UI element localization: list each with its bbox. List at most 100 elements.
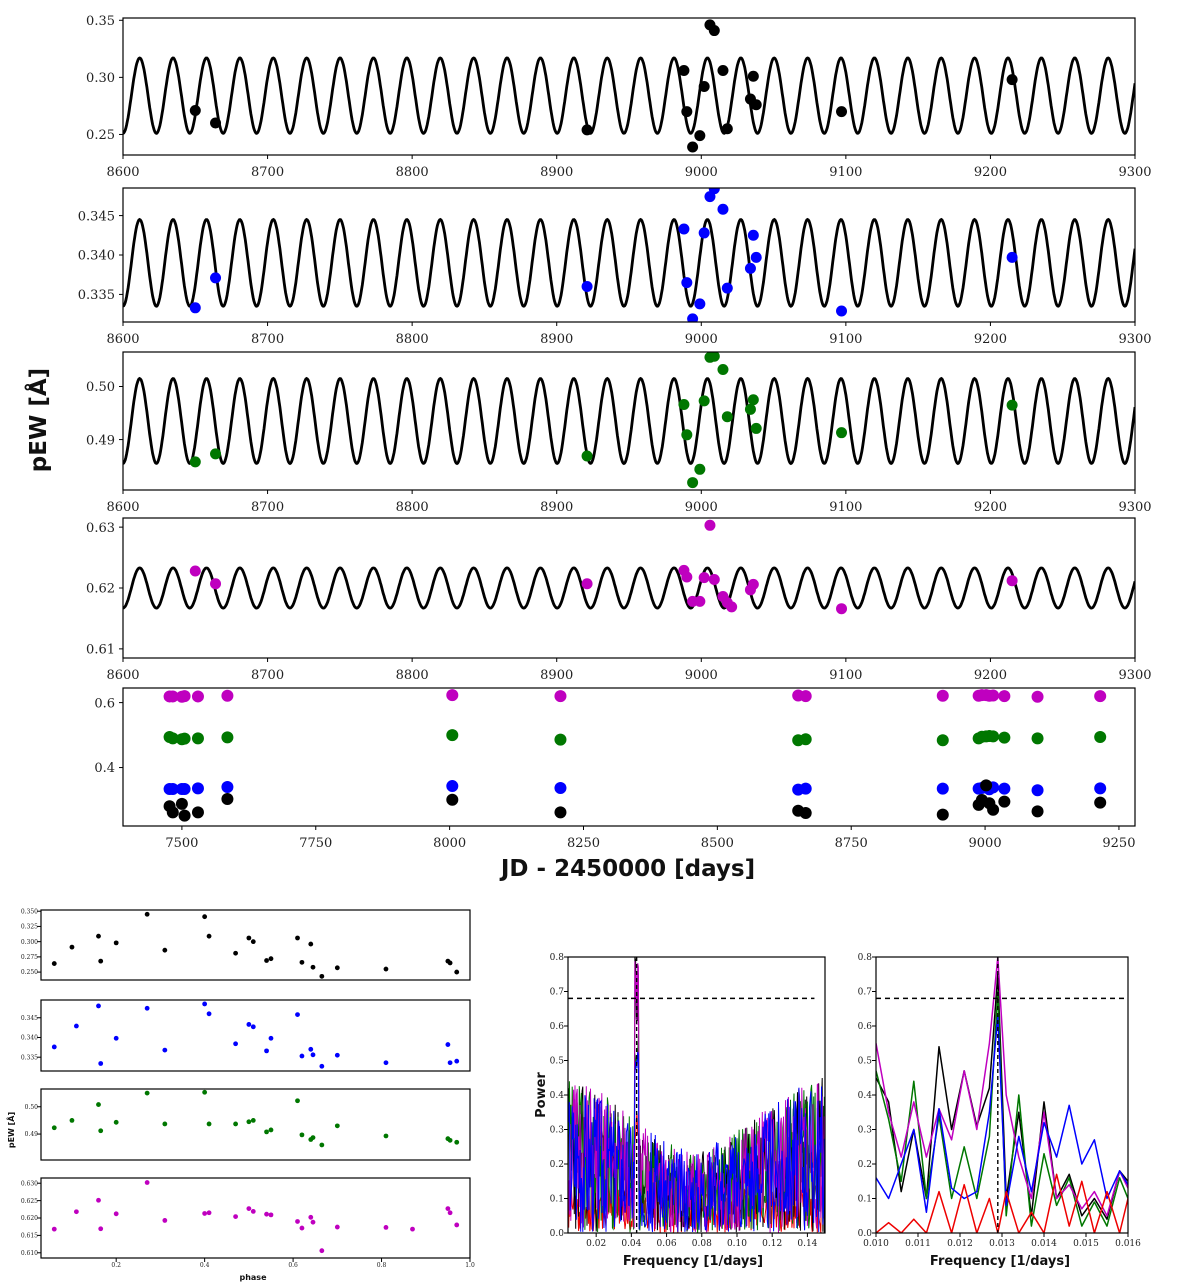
data-point [319, 1248, 325, 1254]
data-point [383, 1133, 389, 1139]
data-point [166, 806, 179, 819]
panel-c: 8600 8700 8800 8900 9000 9100 9200 9300 0.49 0.50 [86, 351, 1152, 515]
y-tick-label: 0.7 [550, 988, 565, 998]
data-point [189, 104, 201, 116]
x-tick-label: 9300 [1118, 332, 1151, 347]
x-tick-label: 9000 [685, 668, 718, 683]
axes-frame [40, 1177, 471, 1259]
data-point [799, 690, 812, 703]
phase-y-axis-label: pEW [Å] [6, 1112, 16, 1148]
x-tick-label: 0.2 [111, 1262, 121, 1269]
axes-frame [875, 956, 1129, 1234]
axes-frame [40, 999, 471, 1072]
x-tick-label: 9000 [969, 836, 1002, 851]
data-point [233, 1214, 238, 1220]
data-point [144, 1005, 150, 1011]
data-point [51, 1125, 57, 1131]
panel-periodogram-wide: 0.02 0.04 0.06 0.08 0.10 0.12 0.14 0.0 0.1 0.2 0.3… [550, 953, 826, 1249]
data-point [750, 99, 762, 111]
data-point [554, 690, 567, 703]
x-tick-label: 8900 [540, 165, 573, 180]
x-tick-label: 8900 [540, 668, 573, 683]
data-point [69, 944, 75, 950]
y-tick-label: 0.49 [86, 433, 115, 448]
data-point [96, 933, 101, 939]
data-point [708, 573, 720, 585]
x-tick-label: 8600 [106, 500, 139, 515]
x-tick-label: 9250 [1102, 836, 1135, 851]
wide-freq-x-axis-label: Frequency [1/days] [623, 1254, 763, 1269]
data-point [202, 1089, 208, 1095]
y-tick-label: 0.4 [858, 1091, 873, 1101]
data-point [799, 807, 812, 820]
data-point [581, 450, 593, 462]
data-point [678, 223, 690, 235]
data-point [454, 1058, 460, 1064]
axes-frame [122, 351, 1136, 491]
data-point [454, 1222, 460, 1228]
data-point [747, 578, 759, 590]
periodogram-line [876, 957, 1128, 1217]
data-point [299, 1225, 305, 1231]
data-point [189, 456, 201, 468]
panel-d: 8600 8700 8800 8900 9000 9100 9200 9300 0.61 0.62… [86, 517, 1152, 683]
data-point [698, 395, 710, 407]
data-point [250, 1024, 256, 1030]
data-point [836, 427, 848, 439]
data-point [936, 734, 949, 747]
y-tick-label: 0.30 [86, 71, 115, 86]
data-point [233, 950, 238, 956]
data-point [299, 1132, 305, 1138]
x-tick-label: 8700 [251, 165, 284, 180]
data-point [310, 1135, 316, 1141]
data-point [836, 603, 848, 615]
data-point [166, 782, 179, 795]
x-tick-label: 8750 [835, 836, 868, 851]
data-point [319, 973, 325, 979]
y-tick-label: 0.1 [550, 1195, 564, 1205]
data-point [687, 141, 699, 153]
data-point [694, 298, 706, 310]
x-tick-label: 8900 [540, 332, 573, 347]
data-point [1094, 782, 1107, 795]
data-point [1031, 690, 1044, 703]
y-tick-label: 0.620 [21, 1215, 38, 1222]
data-point [717, 364, 729, 376]
y-tick-label: 0.2 [858, 1160, 872, 1170]
data-point [936, 808, 949, 821]
data-point [210, 578, 222, 590]
data-point [698, 81, 710, 92]
data-point [681, 429, 693, 441]
data-point [334, 1224, 340, 1230]
x-tick-label: 0.04 [621, 1239, 641, 1249]
y-tick-label: 0.350 [21, 908, 38, 915]
data-point [708, 352, 720, 362]
data-point [319, 1063, 325, 1069]
x-tick-label: 0.013 [989, 1239, 1015, 1249]
data-point [69, 1118, 75, 1123]
y-tick-label: 0.335 [78, 288, 115, 303]
plot-area [123, 519, 1135, 615]
data-point [210, 272, 222, 284]
x-tick-label: 9100 [829, 332, 862, 347]
data-point [295, 1219, 300, 1224]
data-point [96, 1197, 101, 1203]
x-tick-label: 0.8 [377, 1262, 387, 1269]
y-tick-label: 0.4 [550, 1091, 565, 1101]
x-tick-label: 8600 [106, 165, 139, 180]
data-point [178, 782, 191, 795]
data-point [1006, 74, 1018, 86]
data-point [581, 578, 593, 590]
data-point [717, 65, 729, 77]
axes-frame [40, 909, 471, 981]
data-point [162, 1121, 168, 1127]
data-point [268, 1127, 274, 1133]
y-tick-label: 0.25 [86, 128, 115, 143]
data-point [445, 1206, 451, 1212]
plot-area [51, 1001, 460, 1069]
phase-x-axis-label: phase [239, 1273, 267, 1282]
data-point [202, 914, 208, 920]
data-point [747, 394, 759, 406]
x-tick-label: 0.015 [1073, 1239, 1099, 1249]
